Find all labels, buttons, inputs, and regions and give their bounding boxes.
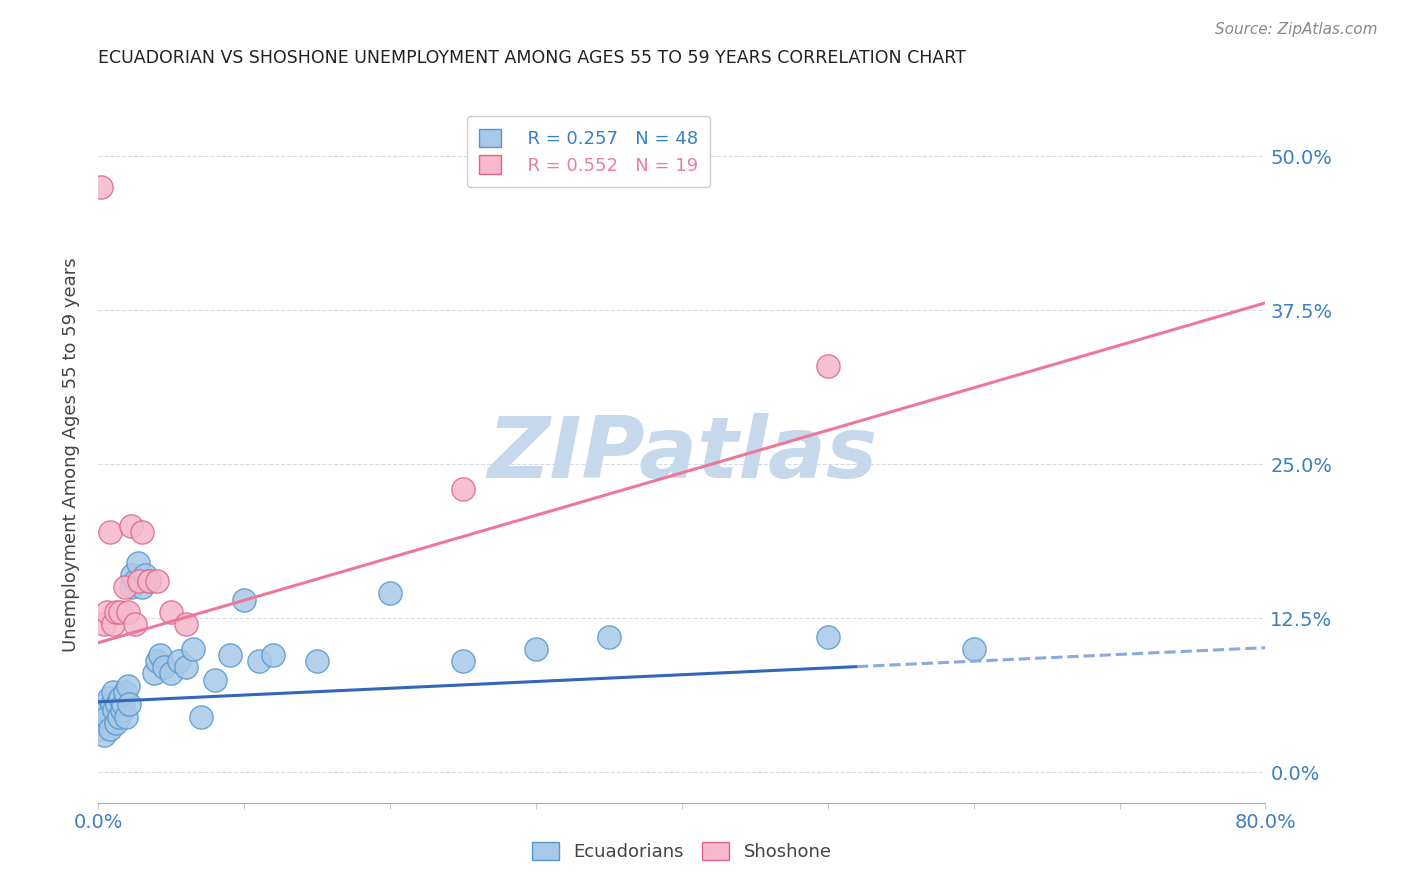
Point	[117, 679, 139, 693]
Point	[181, 641, 204, 656]
Point	[146, 574, 169, 589]
Point	[134, 568, 156, 582]
Point	[127, 556, 149, 570]
Point	[100, 698, 122, 712]
Point	[233, 592, 256, 607]
Point	[167, 654, 190, 668]
Point	[160, 666, 183, 681]
Point	[451, 654, 474, 668]
Point	[118, 698, 141, 712]
Point	[218, 648, 240, 662]
Point	[174, 660, 197, 674]
Point	[124, 574, 146, 589]
Point	[174, 617, 197, 632]
Point	[97, 691, 120, 706]
Point	[96, 605, 118, 619]
Point	[138, 574, 160, 589]
Point	[247, 654, 270, 668]
Point	[114, 580, 136, 594]
Point	[121, 568, 143, 582]
Point	[380, 586, 402, 600]
Point	[110, 605, 132, 619]
Text: Source: ZipAtlas.com: Source: ZipAtlas.com	[1215, 22, 1378, 37]
Point	[112, 698, 135, 712]
Point	[128, 574, 150, 589]
Point	[93, 728, 115, 742]
Point	[817, 359, 839, 373]
Point	[190, 709, 212, 723]
Point	[120, 518, 142, 533]
Point	[138, 574, 160, 589]
Point	[98, 722, 121, 736]
Point	[451, 482, 474, 496]
Text: ZIPatlas: ZIPatlas	[486, 413, 877, 497]
Point	[117, 605, 139, 619]
Point	[103, 703, 125, 717]
Point	[524, 641, 547, 656]
Point	[204, 673, 226, 687]
Point	[104, 605, 127, 619]
Point	[114, 685, 136, 699]
Point	[94, 703, 117, 717]
Point	[90, 180, 112, 194]
Point	[91, 715, 114, 730]
Point	[120, 580, 142, 594]
Point	[101, 617, 124, 632]
Point	[817, 630, 839, 644]
Point	[93, 617, 115, 632]
Point	[962, 641, 984, 656]
Point	[131, 524, 153, 539]
Point	[111, 703, 134, 717]
Point	[105, 698, 128, 712]
Point	[96, 709, 118, 723]
Point	[104, 715, 127, 730]
Point	[142, 666, 165, 681]
Point	[598, 630, 620, 644]
Point	[90, 722, 112, 736]
Point	[98, 524, 121, 539]
Point	[110, 691, 132, 706]
Point	[131, 580, 153, 594]
Point	[262, 648, 284, 662]
Point	[146, 654, 169, 668]
Text: ECUADORIAN VS SHOSHONE UNEMPLOYMENT AMONG AGES 55 TO 59 YEARS CORRELATION CHART: ECUADORIAN VS SHOSHONE UNEMPLOYMENT AMON…	[98, 49, 966, 67]
Y-axis label: Unemployment Among Ages 55 to 59 years: Unemployment Among Ages 55 to 59 years	[62, 258, 80, 652]
Point	[115, 709, 138, 723]
Point	[124, 617, 146, 632]
Point	[153, 660, 176, 674]
Point	[101, 685, 124, 699]
Point	[160, 605, 183, 619]
Point	[108, 709, 131, 723]
Legend: Ecuadorians, Shoshone: Ecuadorians, Shoshone	[523, 833, 841, 871]
Point	[149, 648, 172, 662]
Point	[307, 654, 329, 668]
